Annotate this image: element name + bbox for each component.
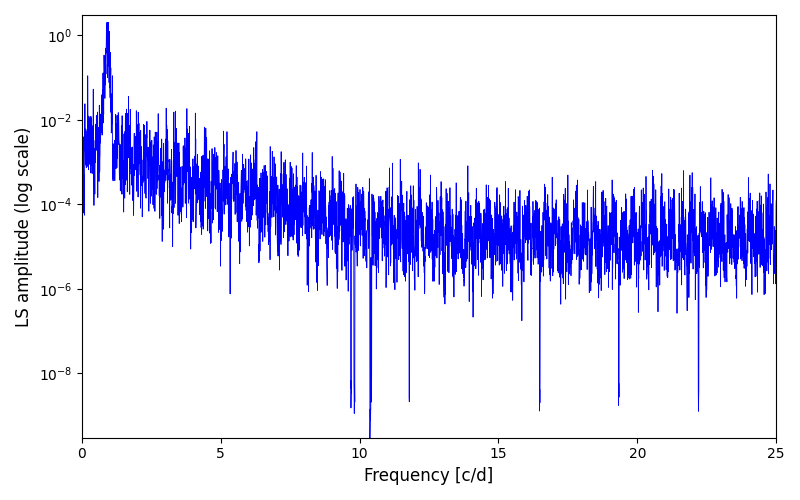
X-axis label: Frequency [c/d]: Frequency [c/d] — [364, 467, 494, 485]
Y-axis label: LS amplitude (log scale): LS amplitude (log scale) — [15, 126, 33, 326]
